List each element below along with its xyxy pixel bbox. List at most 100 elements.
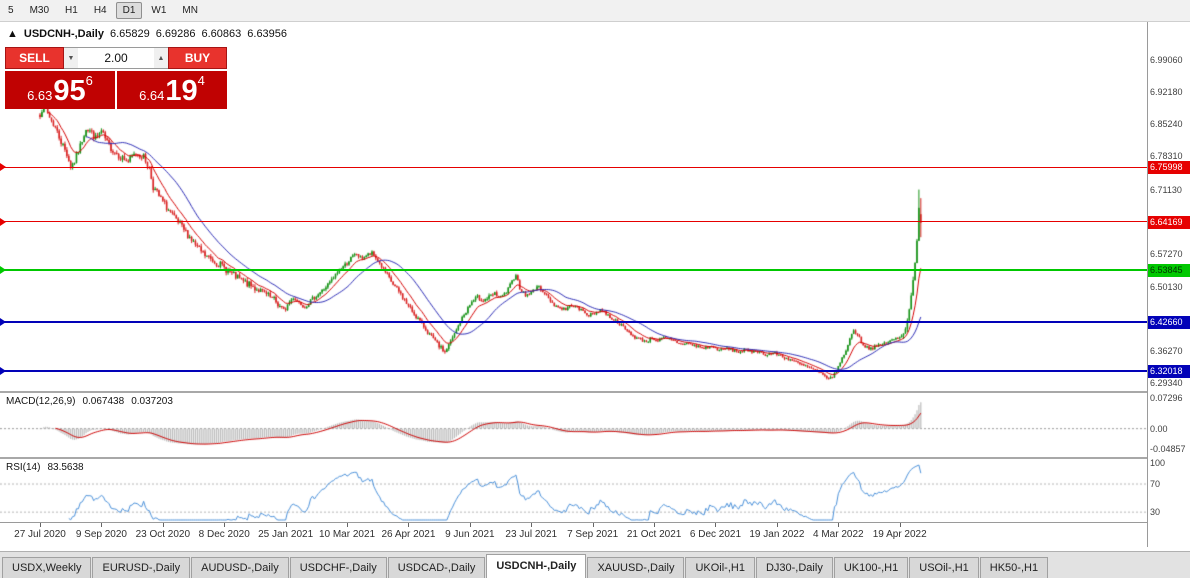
chart-symbol-period: USDCNH-,Daily: [23, 28, 104, 40]
time-axis-label: 23 Oct 2020: [135, 529, 191, 540]
volume-down-icon[interactable]: ▼: [64, 48, 78, 68]
time-axis-tick: [654, 523, 656, 527]
chart-tab-audusd-daily[interactable]: AUDUSD-,Daily: [191, 557, 289, 578]
axis-divider: [1147, 22, 1148, 547]
chart-tab-dj30-daily[interactable]: DJ30-,Daily: [755, 557, 833, 578]
buy-price-small: 6.64: [139, 88, 165, 103]
macd-canvas[interactable]: [0, 393, 1147, 457]
chart-tab-ukoil-h1[interactable]: UKOil-,H1: [685, 557, 755, 578]
time-axis-label: 19 Apr 2022: [872, 529, 927, 540]
rsi-label: RSI(14) 83.5638: [6, 462, 84, 473]
panel-splitter[interactable]: [0, 391, 1190, 393]
sell-price-display[interactable]: 6.63 95 6: [5, 71, 115, 109]
time-axis-tick: [408, 523, 410, 527]
chart-title: ▲ USDCNH-,Daily 6.65829 6.69286 6.60863 …: [7, 28, 287, 40]
time-axis-tick: [101, 523, 103, 527]
chart-window-icon: ▲: [7, 28, 18, 40]
horizontal-line-6.64169[interactable]: [0, 221, 1147, 223]
horizontal-line-6.53845[interactable]: [0, 268, 1147, 271]
horizontal-line-6.75998[interactable]: [0, 166, 1147, 168]
sell-price-big: 95: [53, 75, 86, 107]
line-left-marker: [0, 163, 6, 171]
rsi-value: 83.5638: [47, 462, 84, 473]
timeframe-button-d1[interactable]: D1: [115, 2, 143, 19]
buy-price-big: 19: [165, 75, 198, 107]
chart-tab-usdx-weekly[interactable]: USDX,Weekly: [2, 557, 92, 578]
time-axis-tick: [40, 523, 41, 527]
chart-tab-usdcad-daily[interactable]: USDCAD-,Daily: [387, 557, 486, 578]
time-axis-tick: [715, 523, 717, 527]
time-axis-label: 21 Oct 2021: [626, 529, 682, 540]
price-axis-label: 6.99060: [1150, 55, 1183, 66]
sell-button[interactable]: SELL: [5, 47, 64, 69]
buy-price-pip: 4: [197, 73, 205, 88]
chart-tab-usoil-h1[interactable]: USOil-,H1: [909, 557, 979, 578]
time-axis-tick: [285, 523, 287, 527]
chart-tab-xauusd-daily[interactable]: XAUUSD-,Daily: [587, 557, 685, 578]
ohlc-high: 6.69286: [155, 28, 196, 40]
buy-price-display[interactable]: 6.64 19 4: [117, 71, 227, 109]
line-left-marker: [0, 317, 6, 326]
price-axis-label: 6.50130: [1150, 281, 1183, 292]
price-axis[interactable]: 6.99060 6.92180 6.85240 6.78310 6.71130 6.572…: [1148, 22, 1190, 547]
rsi-axis-label: 70: [1150, 479, 1161, 490]
time-axis-tick: [776, 523, 778, 527]
price-badge-6.64169: 6.64169: [1148, 215, 1190, 229]
chart-tab-hk50-h1[interactable]: HK50-,H1: [979, 557, 1049, 578]
volume-up-icon[interactable]: ▲: [154, 48, 168, 68]
time-axis-tick: [838, 523, 840, 527]
timeframe-bar: 5 M30 H1 H4 D1 W1 MN: [0, 0, 1190, 22]
horizontal-line-6.42660[interactable]: [0, 320, 1147, 323]
time-axis-label: 4 Mar 2022: [813, 529, 864, 540]
macd-label: MACD(12,26,9) 0.067438 0.037203: [6, 396, 173, 407]
time-axis-tick: [162, 523, 164, 527]
rsi-name: RSI(14): [6, 462, 41, 473]
chart-tab-usdcnh-daily[interactable]: USDCNH-,Daily: [486, 554, 587, 578]
horizontal-line-6.32018[interactable]: [0, 369, 1147, 372]
volume-input[interactable]: 2.00: [104, 51, 128, 65]
time-axis-tick: [592, 523, 594, 527]
timeframe-button-w1[interactable]: W1: [151, 5, 167, 16]
ohlc-low: 6.60863: [201, 28, 242, 40]
time-axis-label: 9 Sep 2020: [75, 529, 127, 540]
rsi-canvas[interactable]: [0, 459, 1147, 522]
timeframe-button-h4[interactable]: H4: [93, 5, 107, 16]
chart-tab-uk100-h1[interactable]: UK100-,H1: [833, 557, 909, 578]
timeframe-button-5[interactable]: 5: [8, 5, 14, 16]
chart-tab-bar: USDX,Weekly EURUSD-,Daily AUDUSD-,Daily USD…: [0, 551, 1190, 578]
buy-button[interactable]: BUY: [168, 47, 227, 69]
time-axis-label: 19 Jan 2022: [749, 529, 805, 540]
price-axis-label: 6.29340: [1150, 378, 1183, 389]
time-axis-label: 9 Jun 2021: [445, 529, 495, 540]
time-axis[interactable]: 27 Jul 2020 9 Sep 2020 23 Oct 2020 8 Dec 20…: [0, 522, 1147, 547]
macd-name: MACD(12,26,9): [6, 396, 76, 407]
macd-value-signal: 0.037203: [131, 396, 173, 407]
ohlc-open: 6.65829: [109, 28, 150, 40]
chart-tab-eurusd-daily[interactable]: EURUSD-,Daily: [92, 557, 191, 578]
price-axis-label: 6.78310: [1150, 151, 1183, 162]
time-axis-tick: [531, 523, 533, 527]
time-axis-tick: [347, 523, 349, 527]
price-axis-label: 6.57270: [1150, 248, 1183, 259]
volume-stepper: ▼ 2.00 ▲: [64, 47, 168, 69]
time-axis-label: 6 Dec 2021: [689, 529, 742, 540]
time-axis-label: 26 Apr 2021: [381, 529, 436, 540]
time-axis-label: 25 Jan 2021: [258, 529, 314, 540]
macd-value-main: 0.067438: [82, 396, 125, 407]
timeframe-button-h1[interactable]: H1: [65, 5, 78, 16]
sell-price-small: 6.63: [27, 88, 53, 103]
price-axis-label: 6.85240: [1150, 119, 1183, 130]
chart-overlay: [0, 22, 1147, 391]
time-axis-tick: [224, 523, 226, 527]
panel-splitter[interactable]: [0, 457, 1190, 459]
time-axis-label: 27 Jul 2020: [14, 529, 66, 540]
line-left-marker: [0, 366, 6, 375]
price-badge-6.32018: 6.32018: [1148, 364, 1190, 378]
timeframe-button-mn[interactable]: MN: [182, 5, 198, 16]
rsi-axis-label: 100: [1150, 457, 1166, 468]
chart-tab-usdchf-daily[interactable]: USDCHF-,Daily: [289, 557, 387, 578]
one-click-trade-panel: SELL ▼ 2.00 ▲ BUY 6.63 95 6 6.64 19 4: [5, 47, 227, 109]
timeframe-button-m30[interactable]: M30: [29, 5, 50, 16]
line-left-marker: [0, 217, 6, 226]
